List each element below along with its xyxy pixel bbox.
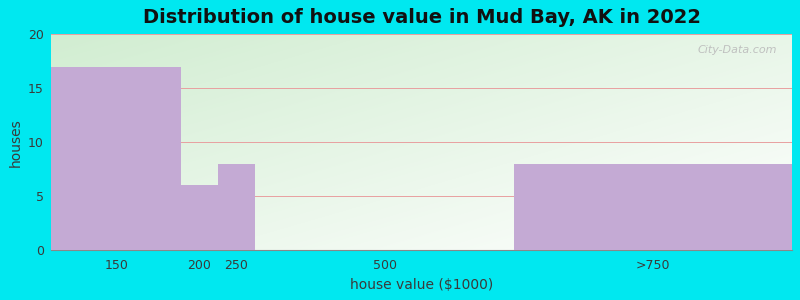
Bar <box>51 67 181 250</box>
Bar <box>514 164 792 250</box>
X-axis label: house value ($1000): house value ($1000) <box>350 278 493 292</box>
Y-axis label: houses: houses <box>8 118 22 166</box>
Title: Distribution of house value in Mud Bay, AK in 2022: Distribution of house value in Mud Bay, … <box>142 8 701 27</box>
Bar <box>181 185 218 250</box>
Text: City-Data.com: City-Data.com <box>698 45 777 55</box>
Bar <box>218 164 255 250</box>
